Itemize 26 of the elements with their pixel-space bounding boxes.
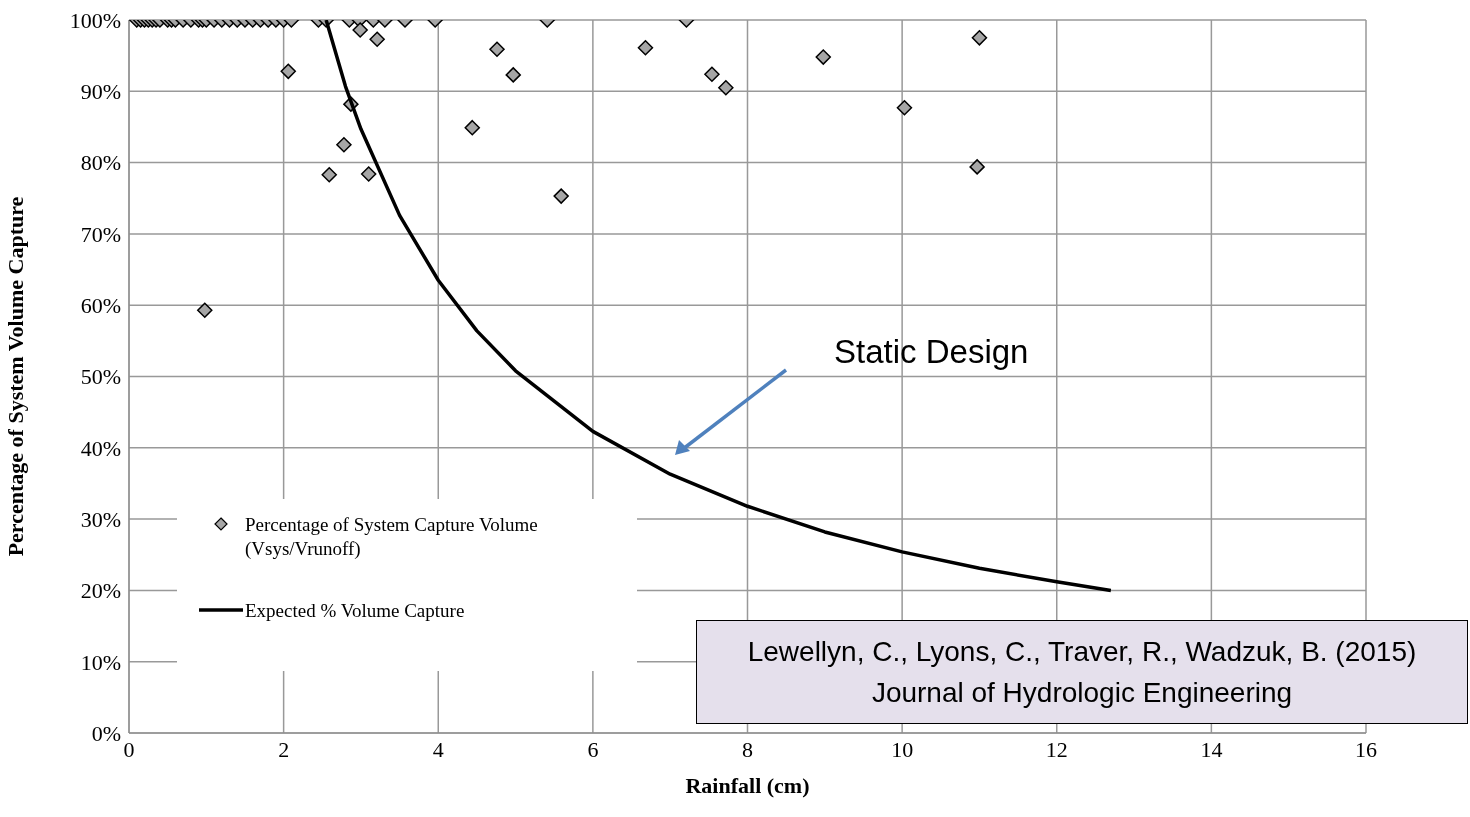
annotation: Static Design <box>834 333 1029 371</box>
legend-label: Percentage of System Capture Volume (Vsys/Vrunoff) <box>245 512 539 561</box>
x-tick-label: 8 <box>742 736 753 762</box>
y-axis-title: Percentage of System Volume Capture <box>2 196 28 557</box>
y-tick-label: 40% <box>80 435 121 461</box>
y-tick-label: 100% <box>69 7 121 33</box>
x-tick-label: 12 <box>1045 736 1068 762</box>
y-tick-label: 20% <box>80 578 121 604</box>
x-tick-label: 2 <box>278 736 290 762</box>
y-tick-label: 50% <box>80 364 121 390</box>
x-tick-label: 6 <box>587 736 599 762</box>
x-tick-label: 0 <box>123 736 135 762</box>
y-tick-label: 80% <box>80 150 121 176</box>
y-tick-label: 30% <box>80 506 121 532</box>
x-tick-label: 14 <box>1200 736 1223 762</box>
y-tick-label: 0% <box>91 720 121 746</box>
x-axis-title: Rainfall (cm) <box>685 773 810 798</box>
y-tick-label: 60% <box>80 293 121 319</box>
x-tick-label: 4 <box>432 736 444 762</box>
legend-label: Expected % Volume Capture <box>245 598 465 623</box>
citation-box: Lewellyn, C., Lyons, C., Traver, R., Wadzuk, B. (2015) Journal of Hydrologic Engineering <box>696 620 1468 724</box>
y-tick-label: 90% <box>80 79 121 105</box>
y-tick-label: 10% <box>80 649 121 675</box>
x-tick-label: 16 <box>1355 736 1377 762</box>
x-tick-label: 10 <box>891 736 914 762</box>
y-tick-label: 70% <box>80 221 121 247</box>
